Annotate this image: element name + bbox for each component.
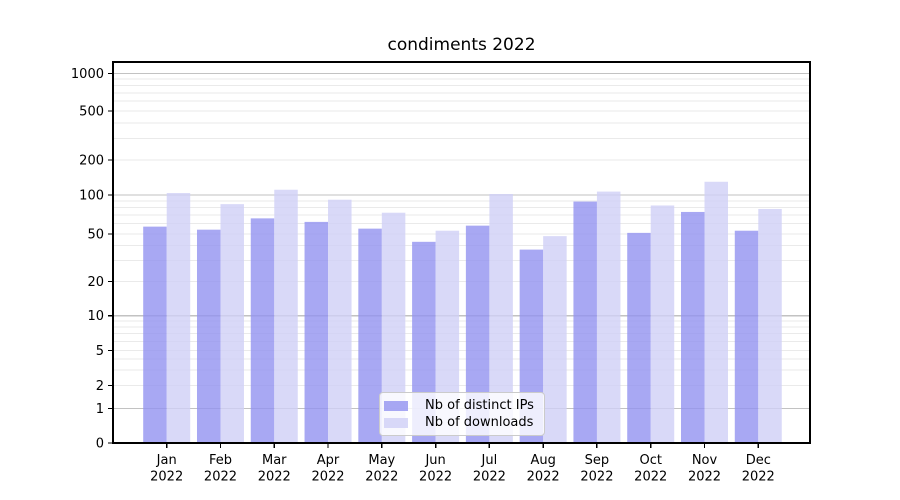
bar-downloads-jun [435, 230, 460, 443]
bar-distinct-ips-sep [573, 201, 597, 443]
bar-downloads-mar [274, 189, 298, 443]
bar-downloads-apr [328, 199, 352, 443]
x-tick-label-jun: Jun 2022 [419, 453, 452, 485]
x-tick-label-may: May 2022 [365, 453, 398, 485]
bar-downloads-sep [596, 191, 621, 443]
bar-downloads-oct [650, 205, 675, 443]
bar-distinct-ips-jan [143, 226, 167, 443]
y-tick-label-200: 200 [79, 154, 104, 169]
x-tick-label-oct: Oct 2022 [634, 453, 667, 485]
x-tick-label-aug: Aug 2022 [527, 453, 560, 485]
bar-downloads-nov [704, 181, 728, 444]
bar-distinct-ips-apr [304, 221, 329, 443]
y-tick-label-2: 2 [96, 379, 104, 394]
axes-spines [112, 61, 811, 444]
legend-swatch-downloads [384, 417, 408, 428]
legend-item-downloads: Nb of downloads [384, 414, 538, 431]
y-tick-label-1: 1 [96, 402, 104, 417]
bar-distinct-ips-may [358, 228, 382, 443]
bar-downloads-aug [543, 236, 567, 443]
x-tick-label-nov: Nov 2022 [688, 453, 721, 485]
y-tick-label-0: 0 [96, 437, 104, 452]
bar-distinct-ips-feb [196, 229, 221, 443]
bar-distinct-ips-jul [465, 225, 490, 443]
bar-downloads-may [381, 212, 406, 443]
y-tick-label-5: 5 [96, 344, 104, 359]
x-tick-label-dec: Dec 2022 [742, 453, 775, 485]
bar-distinct-ips-mar [250, 218, 275, 443]
x-tick-label-apr: Apr 2022 [311, 453, 344, 485]
x-tick-label-jul: Jul 2022 [473, 453, 506, 485]
y-tick-label-100: 100 [79, 189, 104, 204]
x-tick-label-sep: Sep 2022 [580, 453, 613, 485]
legend-item-distinct-ips: Nb of distinct IPs [384, 397, 538, 414]
y-tick-label-500: 500 [79, 105, 104, 120]
bar-distinct-ips-nov [681, 211, 705, 443]
chart-title: condiments 2022 [387, 35, 536, 55]
bar-distinct-ips-oct [627, 232, 651, 443]
bar-downloads-jul [489, 194, 513, 443]
bar-distinct-ips-dec [734, 230, 759, 443]
y-tick-label-1000: 1000 [71, 67, 104, 82]
y-tick-label-50: 50 [87, 228, 104, 243]
bar-downloads-feb [220, 204, 244, 443]
legend: Nb of distinct IPs Nb of downloads [379, 392, 545, 436]
x-tick-label-mar: Mar 2022 [258, 453, 291, 485]
y-tick-label-20: 20 [87, 275, 104, 290]
y-tick-label-10: 10 [87, 309, 104, 324]
bar-downloads-jan [166, 193, 191, 443]
legend-label-downloads: Nb of downloads [425, 415, 534, 430]
x-tick-label-feb: Feb 2022 [204, 453, 237, 485]
x-tick-label-jan: Jan 2022 [150, 453, 183, 485]
legend-swatch-distinct-ips [384, 400, 408, 411]
bar-downloads-dec [758, 208, 782, 443]
legend-label-distinct-ips: Nb of distinct IPs [425, 398, 534, 413]
